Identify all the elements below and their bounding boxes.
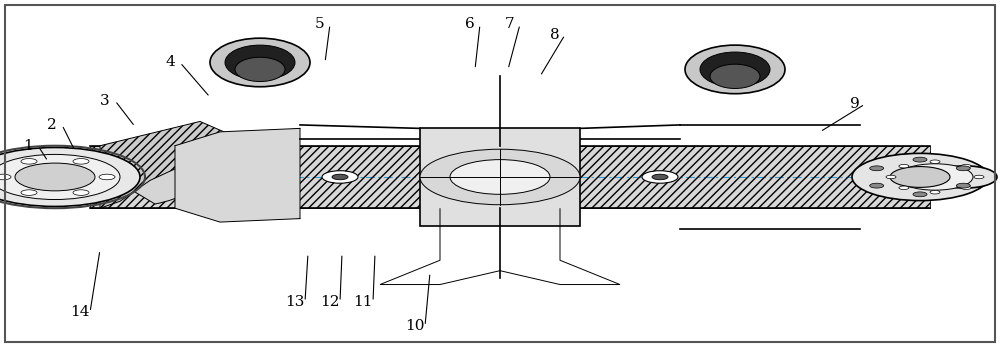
FancyBboxPatch shape: [90, 146, 930, 208]
Polygon shape: [175, 128, 300, 222]
Text: 7: 7: [505, 17, 515, 31]
Circle shape: [73, 159, 89, 164]
FancyBboxPatch shape: [420, 128, 580, 226]
Circle shape: [0, 147, 140, 206]
Text: 3: 3: [100, 94, 110, 108]
Text: 5: 5: [315, 17, 325, 31]
Circle shape: [0, 174, 11, 180]
Circle shape: [450, 160, 550, 194]
Circle shape: [870, 183, 884, 188]
Circle shape: [21, 159, 37, 164]
Polygon shape: [100, 121, 240, 208]
Text: 8: 8: [550, 28, 560, 42]
Text: 9: 9: [850, 97, 860, 111]
Circle shape: [886, 175, 896, 179]
Circle shape: [420, 149, 580, 205]
Circle shape: [897, 164, 973, 190]
Ellipse shape: [700, 52, 770, 87]
Circle shape: [933, 166, 997, 188]
Ellipse shape: [685, 45, 785, 94]
Text: 2: 2: [47, 118, 57, 132]
Circle shape: [930, 191, 940, 194]
Circle shape: [332, 174, 348, 180]
Circle shape: [652, 174, 668, 180]
Ellipse shape: [225, 45, 295, 80]
Text: 4: 4: [165, 56, 175, 69]
Circle shape: [852, 153, 988, 201]
Circle shape: [870, 166, 884, 171]
Text: 11: 11: [353, 295, 373, 309]
Circle shape: [899, 164, 909, 168]
Circle shape: [974, 175, 984, 179]
Circle shape: [15, 163, 95, 191]
Circle shape: [0, 154, 120, 200]
Text: 10: 10: [405, 319, 425, 333]
Circle shape: [961, 186, 971, 189]
Ellipse shape: [710, 64, 760, 88]
Text: 6: 6: [465, 17, 475, 31]
Circle shape: [930, 160, 940, 163]
Text: 13: 13: [285, 295, 305, 309]
Circle shape: [890, 167, 950, 187]
Circle shape: [956, 166, 970, 171]
Circle shape: [322, 171, 358, 183]
Ellipse shape: [235, 57, 285, 82]
Circle shape: [642, 171, 678, 183]
Text: 14: 14: [70, 305, 90, 319]
Circle shape: [73, 190, 89, 195]
Text: 12: 12: [320, 295, 340, 309]
Circle shape: [913, 192, 927, 197]
Ellipse shape: [210, 38, 310, 87]
Circle shape: [961, 164, 971, 168]
Circle shape: [956, 183, 970, 188]
Wedge shape: [110, 150, 200, 204]
Circle shape: [21, 190, 37, 195]
Circle shape: [99, 174, 115, 180]
Circle shape: [913, 157, 927, 162]
Circle shape: [880, 158, 990, 196]
Circle shape: [899, 186, 909, 189]
Text: 1: 1: [23, 139, 33, 153]
